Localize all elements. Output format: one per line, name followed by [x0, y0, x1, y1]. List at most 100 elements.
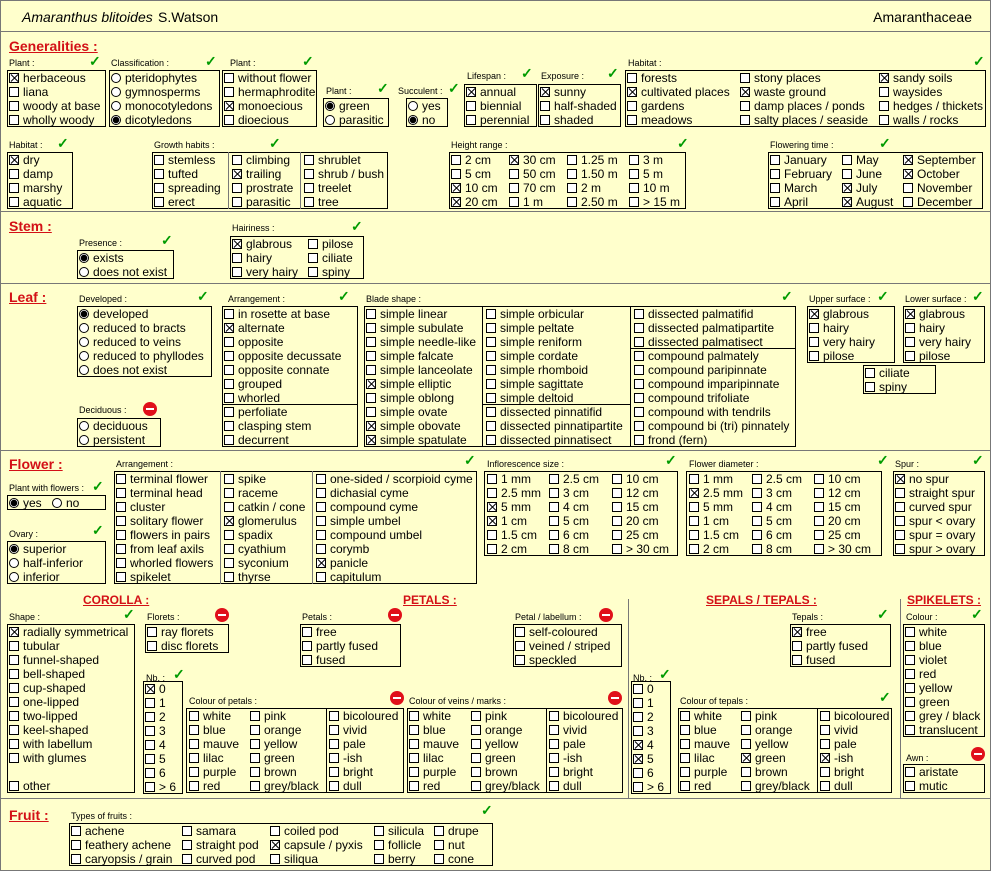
checkbox-unchecked[interactable]: [71, 840, 81, 850]
checkbox-unchecked[interactable]: [905, 627, 915, 637]
checkbox-unchecked[interactable]: [366, 365, 376, 375]
checkbox-unchecked[interactable]: [509, 197, 519, 207]
checkbox-unchecked[interactable]: [308, 267, 318, 277]
checkbox-unchecked[interactable]: [145, 712, 155, 722]
checkbox-unchecked[interactable]: [680, 711, 690, 721]
checkbox-checked[interactable]: [232, 239, 242, 249]
checkbox-unchecked[interactable]: [627, 73, 637, 83]
checkbox-unchecked[interactable]: [224, 407, 234, 417]
checkbox-unchecked[interactable]: [487, 488, 497, 498]
checkbox-checked[interactable]: [366, 435, 376, 445]
checkbox-checked[interactable]: [9, 627, 19, 637]
checkbox-unchecked[interactable]: [471, 739, 481, 749]
checkbox-unchecked[interactable]: [740, 101, 750, 111]
checkbox-checked[interactable]: [879, 73, 889, 83]
checkbox-checked[interactable]: [740, 87, 750, 97]
checkbox-unchecked[interactable]: [471, 767, 481, 777]
checkbox-unchecked[interactable]: [9, 197, 19, 207]
checkbox-unchecked[interactable]: [633, 698, 643, 708]
checkbox-unchecked[interactable]: [809, 351, 819, 361]
radio-unchecked[interactable]: [79, 365, 89, 375]
checkbox-unchecked[interactable]: [409, 753, 419, 763]
checkbox-unchecked[interactable]: [224, 73, 234, 83]
checkbox-unchecked[interactable]: [302, 627, 312, 637]
checkbox-unchecked[interactable]: [549, 739, 559, 749]
checkbox-unchecked[interactable]: [540, 115, 550, 125]
checkbox-unchecked[interactable]: [182, 840, 192, 850]
checkbox-checked[interactable]: [232, 169, 242, 179]
checkbox-unchecked[interactable]: [905, 669, 915, 679]
checkbox-unchecked[interactable]: [741, 781, 751, 791]
checkbox-unchecked[interactable]: [116, 474, 126, 484]
checkbox-unchecked[interactable]: [145, 726, 155, 736]
checkbox-unchecked[interactable]: [224, 502, 234, 512]
checkbox-unchecked[interactable]: [612, 516, 622, 526]
checkbox-unchecked[interactable]: [471, 725, 481, 735]
checkbox-unchecked[interactable]: [9, 183, 19, 193]
radio-unchecked[interactable]: [79, 323, 89, 333]
checkbox-unchecked[interactable]: [224, 421, 234, 431]
checkbox-unchecked[interactable]: [409, 739, 419, 749]
checkbox-unchecked[interactable]: [629, 155, 639, 165]
checkbox-checked[interactable]: [633, 754, 643, 764]
checkbox-unchecked[interactable]: [232, 155, 242, 165]
checkbox-unchecked[interactable]: [634, 309, 644, 319]
checkbox-unchecked[interactable]: [451, 155, 461, 165]
checkbox-unchecked[interactable]: [189, 739, 199, 749]
radio-checked[interactable]: [79, 253, 89, 263]
checkbox-unchecked[interactable]: [232, 267, 242, 277]
checkbox-unchecked[interactable]: [905, 767, 915, 777]
checkbox-unchecked[interactable]: [487, 544, 497, 554]
checkbox-unchecked[interactable]: [752, 530, 762, 540]
checkbox-unchecked[interactable]: [434, 840, 444, 850]
checkbox-unchecked[interactable]: [680, 725, 690, 735]
checkbox-unchecked[interactable]: [224, 337, 234, 347]
checkbox-unchecked[interactable]: [549, 488, 559, 498]
checkbox-unchecked[interactable]: [689, 530, 699, 540]
checkbox-unchecked[interactable]: [549, 502, 559, 512]
checkbox-unchecked[interactable]: [549, 767, 559, 777]
checkbox-unchecked[interactable]: [903, 197, 913, 207]
checkbox-unchecked[interactable]: [366, 393, 376, 403]
checkbox-unchecked[interactable]: [270, 854, 280, 864]
checkbox-unchecked[interactable]: [471, 781, 481, 791]
radio-checked[interactable]: [9, 498, 19, 508]
checkbox-unchecked[interactable]: [905, 711, 915, 721]
checkbox-unchecked[interactable]: [820, 725, 830, 735]
checkbox-checked[interactable]: [741, 753, 751, 763]
checkbox-unchecked[interactable]: [9, 101, 19, 111]
checkbox-unchecked[interactable]: [451, 169, 461, 179]
checkbox-unchecked[interactable]: [116, 558, 126, 568]
checkbox-unchecked[interactable]: [182, 854, 192, 864]
checkbox-checked[interactable]: [842, 183, 852, 193]
checkbox-unchecked[interactable]: [116, 544, 126, 554]
checkbox-unchecked[interactable]: [633, 782, 643, 792]
checkbox-unchecked[interactable]: [809, 337, 819, 347]
radio-unchecked[interactable]: [79, 267, 89, 277]
checkbox-unchecked[interactable]: [486, 365, 496, 375]
checkbox-unchecked[interactable]: [515, 655, 525, 665]
checkbox-unchecked[interactable]: [680, 753, 690, 763]
checkbox-unchecked[interactable]: [629, 169, 639, 179]
checkbox-unchecked[interactable]: [814, 488, 824, 498]
checkbox-unchecked[interactable]: [879, 87, 889, 97]
checkbox-unchecked[interactable]: [9, 115, 19, 125]
checkbox-unchecked[interactable]: [680, 767, 690, 777]
checkbox-unchecked[interactable]: [250, 725, 260, 735]
radio-checked[interactable]: [325, 101, 335, 111]
checkbox-checked[interactable]: [689, 488, 699, 498]
checkbox-unchecked[interactable]: [634, 407, 644, 417]
checkbox-unchecked[interactable]: [189, 753, 199, 763]
checkbox-unchecked[interactable]: [308, 239, 318, 249]
checkbox-unchecked[interactable]: [154, 183, 164, 193]
checkbox-unchecked[interactable]: [903, 183, 913, 193]
checkbox-unchecked[interactable]: [680, 739, 690, 749]
checkbox-unchecked[interactable]: [549, 725, 559, 735]
checkbox-unchecked[interactable]: [189, 725, 199, 735]
checkbox-unchecked[interactable]: [189, 767, 199, 777]
checkbox-unchecked[interactable]: [486, 407, 496, 417]
checkbox-unchecked[interactable]: [895, 502, 905, 512]
checkbox-unchecked[interactable]: [147, 641, 157, 651]
checkbox-unchecked[interactable]: [689, 474, 699, 484]
checkbox-unchecked[interactable]: [895, 488, 905, 498]
